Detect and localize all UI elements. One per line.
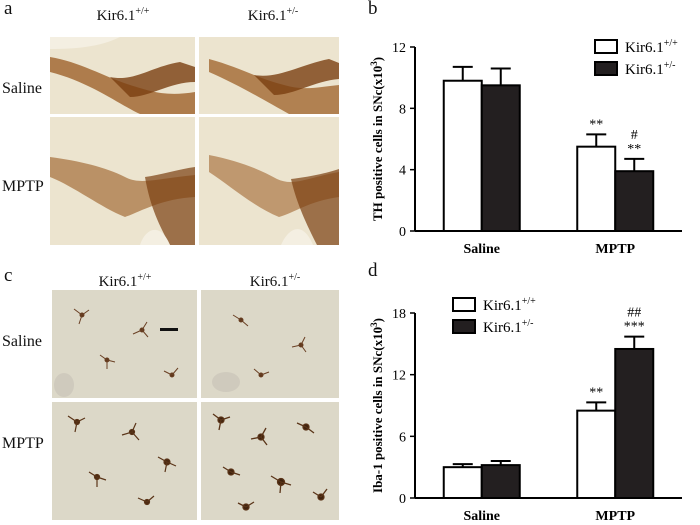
- y-tick-label: 6: [399, 430, 406, 445]
- y-axis-label: TH positive cells in SNc(x103): [369, 57, 385, 221]
- panel-letter-a: a: [4, 0, 13, 19]
- bar: [614, 170, 655, 232]
- micrograph-iba1-wt-saline: [52, 290, 197, 398]
- bar: [480, 464, 521, 500]
- micrograph-th-het-mptp: [199, 117, 339, 245]
- bar: [576, 409, 617, 499]
- legend-swatch: [594, 61, 618, 76]
- bar: [576, 145, 617, 233]
- micrograph-iba1-het-saline: [201, 290, 339, 398]
- significance-label: #: [631, 128, 638, 143]
- legend-label: Kir6.1+/-: [483, 318, 534, 336]
- row-header-mptp: MPTP: [2, 178, 44, 195]
- y-tick-label: 0: [399, 225, 406, 240]
- panel-letter-d: d: [368, 260, 378, 281]
- column-header-label: Kir6.1: [98, 274, 138, 290]
- y-tick-label: 18: [392, 307, 406, 322]
- chart-panel-b: b 0 4 8 12 TH positive cells in SNc(x103) Sal…: [350, 0, 700, 260]
- chart-panel-d: d 0 6 12 18 Iba-1 positive cells in SNc(x103…: [350, 260, 700, 524]
- x-tick-label: Saline: [463, 242, 500, 257]
- column-header-label: Kir6.1: [96, 8, 136, 24]
- significance-label: **: [627, 142, 641, 157]
- significance-label: **: [589, 385, 603, 400]
- legend-label: Kir6.1+/+: [625, 38, 678, 56]
- y-tick-label: 12: [392, 369, 406, 384]
- legend-swatch: [452, 297, 476, 312]
- micrograph-th-het-saline: [199, 37, 339, 114]
- significance-label: ***: [624, 320, 645, 335]
- legend-label: Kir6.1+/+: [483, 296, 536, 314]
- x-tick-label: MPTP: [595, 509, 635, 520]
- legend-swatch: [594, 39, 618, 54]
- bar: [480, 84, 521, 233]
- column-header-sup: +/+: [135, 6, 150, 17]
- bar: [442, 79, 483, 232]
- micrograph-panel-a: a Kir6.1+/+ Kir6.1+/- Saline MPTP: [0, 0, 340, 250]
- column-header-sup: +/-: [288, 272, 301, 283]
- y-tick-label: 8: [399, 102, 406, 117]
- significance-label: **: [589, 117, 603, 132]
- y-tick-label: 0: [399, 492, 406, 507]
- row-header-mptp: MPTP: [2, 435, 44, 452]
- micrograph-iba1-wt-mptp: [52, 402, 197, 520]
- bar-chart-iba1: 0 6 12 18 Iba-1 positive cells in SNc(x103) S…: [369, 296, 682, 524]
- column-header-sup: +/+: [137, 272, 152, 283]
- column-header-wt: Kir6.1+/+: [48, 6, 198, 25]
- column-header-het: Kir6.1+/-: [200, 272, 350, 291]
- micrograph-panel-c: c Kir6.1+/+ Kir6.1+/- Saline MPTP: [0, 263, 340, 520]
- y-tick-label: 12: [392, 41, 406, 56]
- bar: [614, 347, 655, 499]
- legend-label: Kir6.1+/-: [625, 60, 676, 78]
- y-tick-label: 4: [399, 164, 406, 179]
- y-axis-label: Iba-1 positive cells in SNc(x103): [369, 318, 385, 493]
- panel-letter-c: c: [4, 265, 13, 286]
- column-header-het: Kir6.1+/-: [198, 6, 348, 25]
- micrograph-iba1-het-mptp: [201, 402, 339, 520]
- x-tick-label: Saline: [463, 509, 500, 520]
- column-header-label: Kir6.1: [247, 8, 287, 24]
- micrograph-th-wt-mptp: [50, 117, 195, 245]
- row-header-saline: Saline: [2, 333, 42, 350]
- bar: [442, 466, 483, 500]
- bar-chart-th: 0 4 8 12 TH positive cells in SNc(x103) Salin…: [369, 38, 682, 257]
- column-header-wt: Kir6.1+/+: [50, 272, 200, 291]
- column-header-sup: +/-: [286, 6, 299, 17]
- panel-letter-b: b: [368, 0, 378, 19]
- legend-swatch: [452, 319, 476, 334]
- row-header-saline: Saline: [2, 80, 42, 97]
- significance-label: ##: [627, 306, 641, 321]
- x-tick-label: MPTP: [595, 242, 635, 257]
- column-header-label: Kir6.1: [249, 274, 289, 290]
- micrograph-th-wt-saline: [50, 37, 195, 114]
